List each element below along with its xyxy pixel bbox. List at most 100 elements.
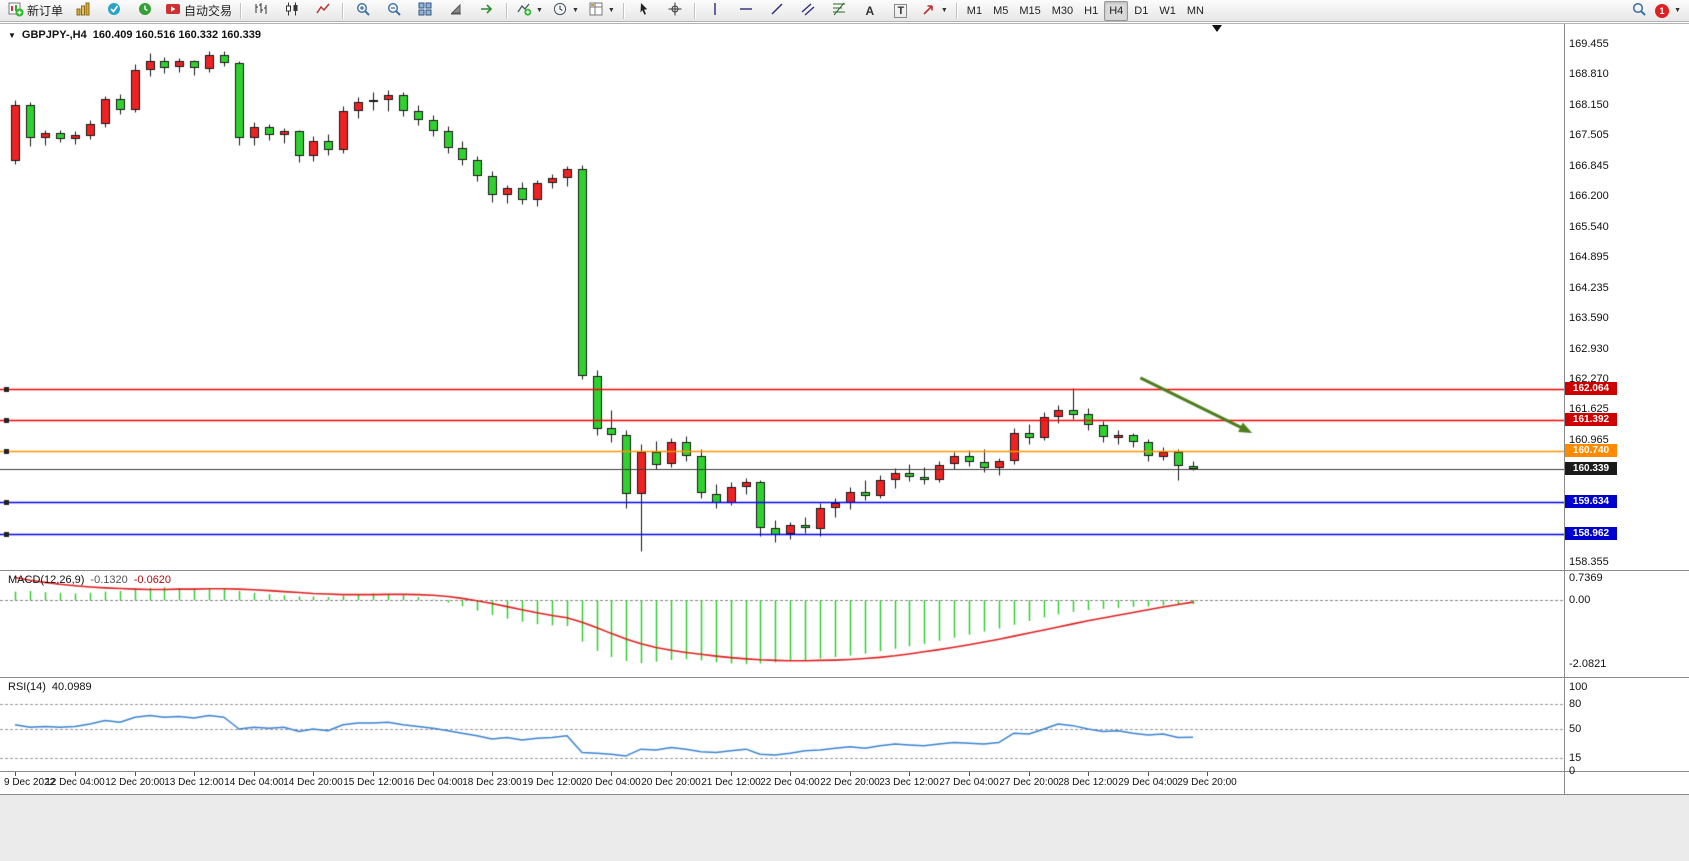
timeframe-H1[interactable]: H1 — [1084, 4, 1099, 17]
rsi-axis-label: 15 — [1569, 752, 1582, 765]
main-chart-canvas[interactable] — [0, 24, 1564, 570]
horizontal-line-button[interactable] — [731, 0, 761, 22]
zoom-in-button[interactable] — [348, 0, 378, 22]
timeframe-M30[interactable]: M30 — [1051, 4, 1074, 17]
price-axis-label: 163.590 — [1569, 311, 1609, 324]
panel-separator[interactable] — [0, 570, 1689, 571]
new-order-icon — [8, 1, 24, 20]
chevron-down-icon: ▼ — [940, 7, 948, 14]
timeframe-MN[interactable]: MN — [1186, 4, 1204, 17]
macd-signal-value: -0.0620 — [133, 574, 172, 586]
panel-separator — [0, 771, 1689, 772]
time-axis-label: 12 Dec 04:00 — [45, 777, 105, 788]
timeframe-group: M1 M5 M15 M30 H1 H4 D1 W1 MN — [962, 0, 1209, 21]
price-axis-separator[interactable] — [1564, 24, 1565, 794]
timeframe-H4[interactable]: H4 — [1104, 0, 1129, 21]
time-axis-label: 22 Dec 04:00 — [760, 777, 820, 788]
new-order-button[interactable]: 新订单 — [4, 0, 67, 22]
fibonacci-icon — [831, 1, 847, 20]
time-axis-tick — [1029, 772, 1030, 776]
macd-canvas[interactable] — [0, 571, 1564, 677]
candlestick-icon — [284, 1, 300, 20]
autotrading-button[interactable]: 自动交易 — [161, 0, 236, 22]
vertical-line-button[interactable] — [700, 0, 730, 22]
price-axis-label: 162.270 — [1569, 373, 1609, 386]
templates-icon — [588, 1, 604, 20]
chart-header: ▼ GBPJPY-,H4 160.409 160.516 160.332 160… — [8, 29, 261, 41]
zoom-out-button[interactable] — [379, 0, 409, 22]
profiles-button[interactable] — [99, 0, 129, 22]
toolbar-overflow-icon[interactable]: ▼ — [1674, 7, 1681, 14]
timeframe-M15[interactable]: M15 — [1019, 4, 1041, 17]
text-label-button[interactable]: T — [886, 0, 916, 22]
toolbar-separator — [622, 2, 625, 19]
shift-chart-button[interactable] — [441, 0, 471, 22]
time-axis-tick — [492, 772, 493, 776]
panel-separator — [0, 23, 1689, 24]
indicators-button[interactable]: ▼ — [512, 0, 547, 22]
time-axis-label: 18 Dec 23:00 — [462, 777, 522, 788]
new-chart-icon — [75, 1, 91, 20]
crosshair-icon — [667, 1, 683, 20]
time-axis-tick — [75, 772, 76, 776]
notification-badge[interactable]: 1 — [1655, 3, 1670, 18]
symbol-label: GBPJPY-,H4 — [21, 29, 87, 41]
macd-axis-label: 0.00 — [1569, 594, 1591, 607]
price-axis-label: 168.810 — [1569, 68, 1609, 81]
price-tag: 161.392 — [1565, 413, 1617, 426]
line-chart-icon — [315, 1, 331, 20]
timeframe-M5[interactable]: M5 — [993, 4, 1009, 17]
chevron-down-icon: ▼ — [571, 7, 579, 14]
price-tag: 160.339 — [1565, 462, 1617, 475]
chart-shift-marker[interactable] — [1212, 25, 1222, 32]
channel-button[interactable] — [793, 0, 823, 22]
rsi-axis-label: 100 — [1569, 681, 1588, 693]
new-chart-button[interactable] — [68, 0, 98, 22]
time-axis-label: 29 Dec 20:00 — [1177, 777, 1237, 788]
candlestick-chart-button[interactable] — [277, 0, 307, 22]
crosshair-button[interactable] — [660, 0, 690, 22]
trendline-button[interactable] — [762, 0, 792, 22]
price-axis-label: 158.355 — [1569, 556, 1609, 568]
cursor-button[interactable] — [629, 0, 659, 22]
time-axis-label: 14 Dec 04:00 — [224, 777, 284, 788]
autotrading-label: 自动交易 — [184, 4, 233, 18]
horizontal-line-icon — [738, 1, 754, 20]
clock-icon — [552, 1, 568, 20]
channel-icon — [800, 1, 816, 20]
line-chart-button[interactable] — [308, 0, 338, 22]
profiles-icon — [106, 1, 122, 20]
price-tag: 159.634 — [1565, 495, 1617, 508]
fibonacci-button[interactable] — [824, 0, 854, 22]
periods-button[interactable]: ▼ — [548, 0, 583, 22]
price-axis-label: 160.965 — [1569, 434, 1609, 447]
timeframe-M1[interactable]: M1 — [966, 4, 983, 17]
macd-axis-label: -2.0821 — [1569, 658, 1607, 671]
shift-chart-icon — [448, 1, 464, 20]
tile-windows-button[interactable] — [410, 0, 440, 22]
symbol-dropdown-icon[interactable]: ▼ — [8, 30, 16, 40]
rsi-axis-label: 50 — [1569, 723, 1582, 735]
rsi-canvas[interactable] — [0, 678, 1564, 771]
panel-separator — [0, 794, 1689, 795]
zoom-out-icon — [386, 1, 402, 20]
search-button[interactable] — [1624, 0, 1654, 22]
rsi-label: RSI(14) — [8, 681, 46, 693]
bar-chart-button[interactable] — [246, 0, 276, 22]
time-axis-tick — [611, 772, 612, 776]
templates-button[interactable]: ▼ — [584, 0, 619, 22]
panel-separator[interactable] — [0, 677, 1689, 678]
arrows-button[interactable]: ▼ — [917, 0, 952, 22]
rsi-value: 40.0989 — [51, 681, 92, 693]
price-axis-label: 168.150 — [1569, 98, 1609, 111]
autoscroll-button[interactable] — [472, 0, 502, 22]
toolbar-separator — [240, 2, 243, 19]
time-axis-tick — [15, 772, 16, 776]
time-axis-label: 28 Dec 12:00 — [1058, 777, 1118, 788]
data-window-button[interactable] — [130, 0, 160, 22]
text-button[interactable]: A — [855, 0, 885, 22]
timeframe-W1[interactable]: W1 — [1159, 4, 1176, 17]
zoom-in-icon — [355, 1, 371, 20]
timeframe-D1[interactable]: D1 — [1134, 4, 1149, 17]
time-axis-label: 27 Dec 04:00 — [939, 777, 999, 788]
